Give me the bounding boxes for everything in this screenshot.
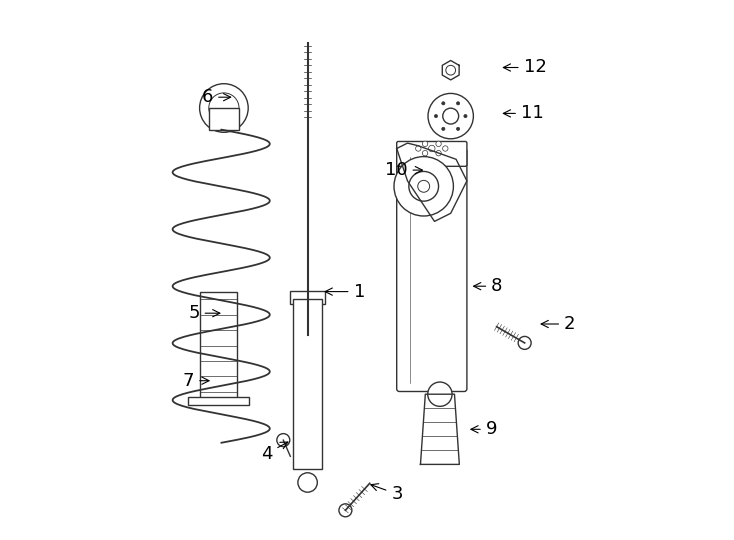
- Circle shape: [443, 108, 459, 124]
- Bar: [208, 108, 239, 130]
- Text: 6: 6: [202, 88, 230, 106]
- Text: 2: 2: [541, 315, 575, 333]
- Circle shape: [518, 336, 531, 349]
- Bar: [188, 397, 249, 405]
- Circle shape: [418, 180, 429, 192]
- Circle shape: [446, 65, 456, 75]
- Circle shape: [428, 382, 452, 406]
- Circle shape: [394, 157, 454, 216]
- Text: 7: 7: [183, 372, 209, 390]
- Text: 4: 4: [261, 442, 288, 463]
- Circle shape: [208, 93, 239, 123]
- Circle shape: [339, 504, 352, 517]
- FancyBboxPatch shape: [396, 141, 467, 166]
- Circle shape: [435, 114, 437, 118]
- Text: 3: 3: [371, 484, 403, 503]
- Text: 1: 1: [325, 282, 365, 301]
- Circle shape: [457, 127, 459, 131]
- Circle shape: [200, 84, 248, 132]
- Circle shape: [298, 473, 317, 492]
- Bar: [200, 292, 237, 400]
- Bar: [290, 291, 325, 304]
- Circle shape: [409, 172, 438, 201]
- Circle shape: [442, 127, 445, 131]
- Circle shape: [429, 145, 435, 152]
- Text: 12: 12: [504, 58, 547, 77]
- Circle shape: [442, 102, 445, 105]
- Circle shape: [436, 141, 441, 146]
- Circle shape: [422, 151, 428, 156]
- Text: 11: 11: [504, 104, 544, 123]
- FancyBboxPatch shape: [396, 148, 467, 392]
- Text: 10: 10: [385, 161, 422, 179]
- Circle shape: [415, 146, 421, 151]
- Circle shape: [457, 102, 459, 105]
- Text: 5: 5: [188, 304, 220, 322]
- Text: 9: 9: [471, 420, 498, 438]
- Bar: [293, 299, 322, 469]
- Circle shape: [436, 151, 441, 156]
- Circle shape: [277, 434, 290, 447]
- Circle shape: [443, 146, 448, 151]
- Circle shape: [428, 93, 473, 139]
- Text: 8: 8: [473, 277, 503, 295]
- Circle shape: [422, 141, 428, 146]
- Circle shape: [464, 114, 467, 118]
